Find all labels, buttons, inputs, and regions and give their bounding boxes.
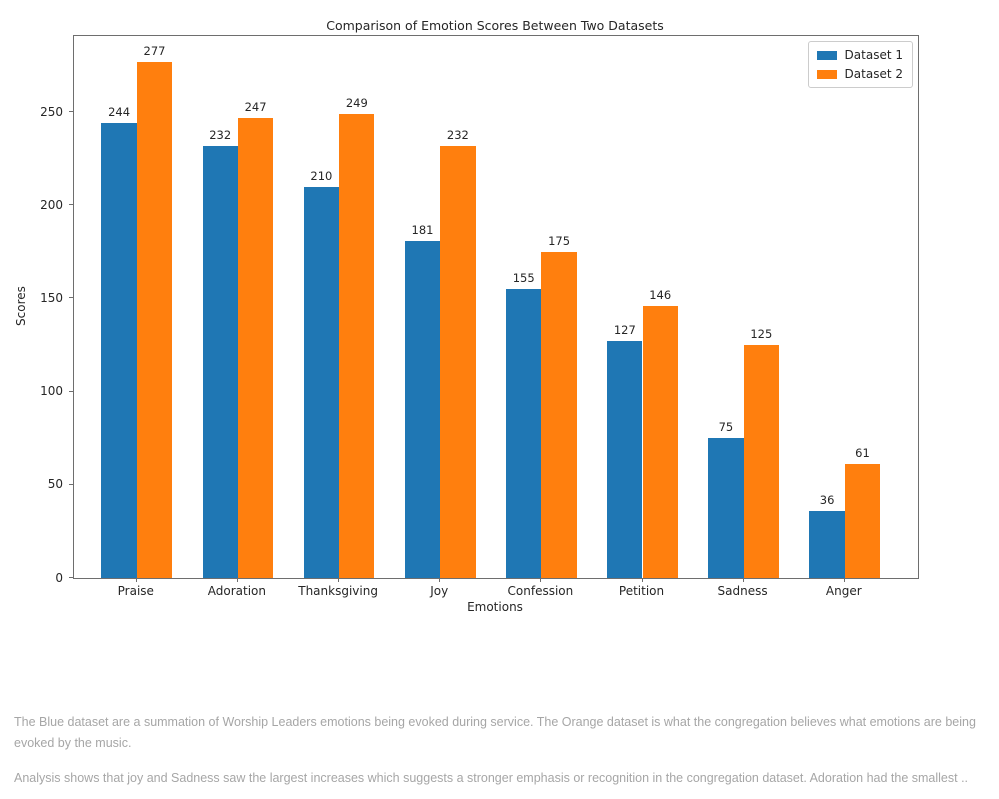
x-tick-label-sadness: Sadness [717, 584, 768, 598]
bar-value-label: 36 [819, 493, 835, 507]
analysis-notes: The Blue dataset are a summation of Wors… [14, 712, 986, 799]
bar-joy-dataset-2 [440, 146, 476, 578]
y-tick-label: 250 [40, 104, 63, 119]
legend-swatch [816, 50, 837, 60]
x-tick-label-joy: Joy [430, 584, 449, 598]
y-tick-label: 0 [55, 570, 63, 585]
bar-value-label: 247 [244, 100, 267, 114]
bar-anger-dataset-2 [844, 464, 881, 578]
legend: Dataset 1 Dataset 2 [807, 41, 913, 88]
bar-value-label: 232 [446, 128, 469, 142]
x-tick-label-anger: Anger [825, 584, 862, 598]
bar-value-label: 146 [649, 288, 672, 302]
bar-value-label: 232 [209, 128, 232, 142]
bar-value-label: 61 [855, 446, 870, 460]
y-tick-mark [69, 297, 73, 299]
x-tick-label-praise: Praise [117, 584, 154, 598]
bar-thanksgiving-dataset-2 [339, 114, 375, 578]
y-tick-mark [69, 111, 73, 112]
legend-swatch [816, 69, 837, 79]
bar-joy-dataset-1 [404, 241, 441, 578]
bar-value-label: 127 [613, 323, 636, 337]
bar-sadness-dataset-2 [743, 345, 779, 578]
x-tick-mark [540, 578, 542, 582]
bar-adoration-dataset-2 [237, 118, 274, 578]
bar-confession-dataset-1 [506, 289, 542, 578]
bar-value-label: 277 [143, 44, 166, 58]
note-paragraph-analysis: Analysis shows that joy and Sadness saw … [14, 771, 969, 785]
x-tick-label-confession: Confession [507, 584, 574, 598]
x-tick-label-thanksgiving: Thanksgiving [298, 584, 378, 598]
x-tick-mark [439, 578, 441, 582]
y-tick-label: 200 [40, 197, 63, 212]
bar-adoration-dataset-1 [202, 146, 238, 578]
bar-praise-dataset-1 [101, 123, 137, 578]
y-tick-mark [69, 577, 73, 578]
x-tick-mark [742, 578, 744, 582]
note-paragraph-datasets: The Blue dataset are a summation of Wors… [14, 715, 976, 750]
bar-value-label: 181 [411, 223, 434, 237]
bar-sadness-dataset-1 [708, 438, 744, 578]
legend-item-dataset-1: Dataset 1 [816, 48, 903, 62]
y-tick-mark [69, 483, 73, 485]
legend-label: Dataset 2 [844, 67, 903, 81]
bar-value-label: 175 [548, 234, 571, 248]
bar-thanksgiving-dataset-1 [303, 187, 340, 578]
y-tick-mark [69, 390, 73, 392]
bar-value-label: 244 [108, 105, 131, 119]
plot-area: Dataset 1 Dataset 2 244 277 232 247 210 249 181… [73, 35, 919, 579]
bar-petition-dataset-1 [607, 341, 643, 578]
bar-petition-dataset-2 [642, 306, 678, 578]
legend-item-dataset-2: Dataset 2 [816, 67, 903, 81]
bar-praise-dataset-2 [136, 62, 173, 578]
x-tick-mark [236, 578, 238, 582]
bar-value-label: 249 [345, 96, 368, 110]
x-tick-label-adoration: Adoration [207, 584, 267, 598]
y-tick-mark [69, 204, 73, 206]
x-axis-label: Emotions [467, 600, 523, 614]
bar-anger-dataset-1 [809, 511, 845, 578]
y-tick-label: 150 [40, 290, 63, 305]
x-tick-mark [338, 578, 340, 582]
emotion-scores-bar-chart: Comparison of Emotion Scores Between Two… [14, 18, 919, 614]
bar-value-label: 210 [310, 169, 333, 183]
x-tick-mark [843, 578, 845, 582]
legend-label: Dataset 1 [844, 48, 903, 62]
bar-value-label: 125 [750, 327, 773, 341]
bar-confession-dataset-2 [541, 252, 577, 578]
x-tick-mark [641, 578, 643, 582]
bar-value-label: 75 [718, 420, 734, 434]
chart-title: Comparison of Emotion Scores Between Two… [326, 18, 664, 33]
x-tick-mark [135, 578, 137, 582]
bar-value-label: 155 [512, 271, 535, 285]
x-tick-label-petition: Petition [618, 584, 665, 598]
y-tick-label: 100 [40, 384, 63, 399]
y-tick-label: 50 [47, 477, 63, 492]
